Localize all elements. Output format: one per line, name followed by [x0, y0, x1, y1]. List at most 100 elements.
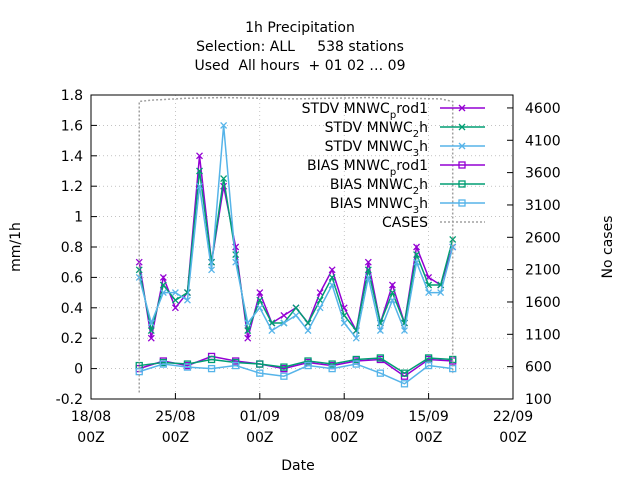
grid — [90, 94, 514, 400]
data-point — [388, 296, 396, 304]
data-point — [328, 266, 336, 274]
marker-stroke — [280, 311, 288, 319]
marker-stroke — [425, 289, 433, 297]
data-point — [449, 235, 457, 243]
marker-stroke — [256, 296, 264, 304]
legend-marker — [458, 104, 466, 112]
data-point — [256, 296, 264, 304]
marker-stroke — [376, 327, 384, 335]
data-point — [352, 360, 360, 368]
data-point — [196, 182, 203, 190]
legend-label: CASES — [382, 215, 428, 231]
legend-label: BIAS MNWC3h — [330, 196, 428, 216]
data-point — [437, 289, 445, 297]
legend-label-subscript: p — [390, 110, 396, 121]
data-point — [316, 304, 324, 312]
legend-label: BIAS MNWCprod1 — [307, 158, 428, 178]
marker-stroke — [220, 175, 228, 183]
data-point — [292, 304, 300, 312]
data-point — [147, 334, 155, 342]
data-point — [424, 354, 433, 362]
legend-label: STDV MNWC3h — [325, 139, 428, 159]
marker-stroke — [437, 289, 445, 297]
marker-stroke — [232, 258, 240, 266]
marker-stroke — [244, 327, 252, 335]
x-tick-label-date: 25/08 — [155, 409, 195, 425]
data-point — [304, 357, 312, 365]
data-point — [376, 354, 385, 362]
data-point — [316, 296, 324, 304]
marker-stroke — [364, 266, 372, 274]
x-tick-label-hour: 00Z — [499, 430, 526, 446]
data-point — [207, 364, 216, 373]
marker-stroke — [147, 327, 155, 335]
legend-label-subscript: 2 — [413, 186, 419, 197]
marker-stroke — [401, 327, 408, 335]
ticks: -0.2 0 0.2 0.4 0.6 0.8 1 1.2 1.4 1.6 1.8 18/08 00Z 25… — [56, 88, 561, 446]
data-point — [171, 296, 179, 304]
data-point — [388, 281, 396, 289]
title-line-1: 1h Precipitation — [245, 20, 355, 36]
marker-stroke — [135, 258, 143, 266]
x-tick-label-hour: 00Z — [330, 430, 357, 446]
marker-stroke — [388, 296, 396, 304]
marker-stroke — [280, 319, 288, 327]
y2-tick-label: 4600 — [525, 101, 561, 117]
data-point — [268, 319, 276, 327]
data-point — [196, 152, 203, 160]
marker-stroke — [135, 266, 143, 274]
marker-stroke — [316, 296, 324, 304]
data-point — [340, 319, 348, 327]
series-line — [139, 357, 453, 375]
marker-stroke — [183, 289, 191, 297]
data-point — [159, 289, 167, 297]
data-point — [328, 360, 336, 368]
x-tick-label-hour: 00Z — [246, 430, 273, 446]
data-point — [280, 372, 288, 380]
marker-stroke — [196, 167, 203, 175]
marker-stroke — [244, 319, 252, 327]
legend-label-subscript: p — [390, 167, 396, 178]
y2-tick-label: 1600 — [525, 295, 561, 311]
data-point — [280, 319, 288, 327]
data-point — [304, 319, 312, 327]
x-tick-label-hour: 00Z — [77, 430, 104, 446]
data-point — [328, 281, 336, 289]
y-tick-label: -0.2 — [56, 392, 83, 408]
y-tick-label: 1.4 — [61, 149, 83, 165]
marker-stroke — [147, 334, 155, 342]
marker-stroke — [256, 289, 264, 297]
legend-entry: BIAS MNWCprod1 — [307, 158, 485, 178]
data-point — [304, 327, 312, 335]
data-point — [449, 243, 457, 251]
legend-label: STDV MNWC2h — [325, 120, 428, 140]
data-point — [208, 266, 216, 274]
marker-stroke — [328, 266, 336, 274]
legend-label: STDV MNWCprod1 — [302, 101, 428, 121]
data-point — [328, 364, 336, 373]
data-point — [232, 258, 240, 266]
y-axis-label: mm/1h — [8, 222, 24, 272]
marker-stroke — [328, 273, 336, 281]
data-point — [171, 304, 179, 312]
legend-marker — [458, 161, 466, 169]
title-line-3: Used All hours + 01 02 … 09 — [195, 58, 406, 74]
data-point — [147, 327, 155, 335]
y2-axis-label: No cases — [600, 216, 616, 279]
data-point — [196, 167, 203, 175]
data-point — [292, 311, 300, 319]
data-point — [159, 273, 167, 281]
data-point — [244, 334, 252, 342]
data-point — [183, 363, 192, 371]
data-point — [328, 273, 336, 281]
marker-stroke — [413, 258, 421, 266]
data-point — [256, 304, 264, 312]
marker-stroke — [449, 235, 457, 243]
legend-label-tail: h — [419, 196, 428, 212]
marker-stroke — [292, 304, 300, 312]
y2-tick-label: 100 — [525, 392, 552, 408]
y-tick-label: 1.2 — [61, 179, 83, 195]
x-tick-label-hour: 00Z — [415, 430, 442, 446]
marker-stroke — [352, 334, 360, 342]
